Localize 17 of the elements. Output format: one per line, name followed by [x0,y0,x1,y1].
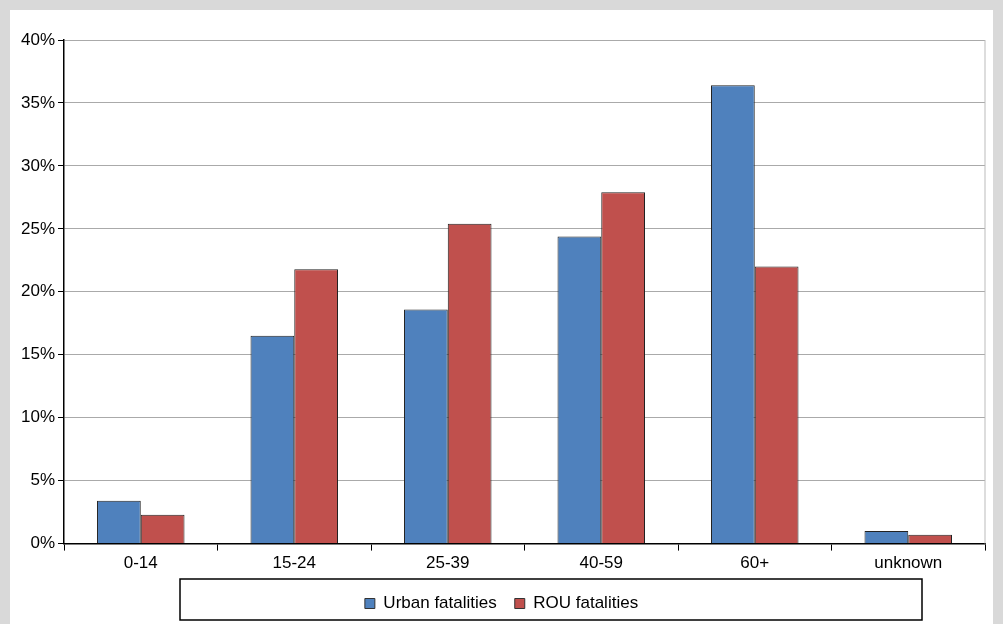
x-tick-label: unknown [874,553,943,573]
y-tick-label: 40% [20,29,56,49]
y-tick-label: 35% [20,92,56,112]
y-tick-label: 0% [30,533,56,553]
y-tick-label: 5% [30,470,56,490]
x-tick-label: 15-24 [272,553,317,573]
x-tick-label: 25-39 [426,553,470,573]
x-tick-label: 0-14 [123,553,158,573]
legend-label: Urban fatalities [383,593,497,613]
y-tick-label: 25% [20,218,56,238]
legend-label: ROU fatalities [533,593,639,613]
x-tick-label: 40-59 [579,553,623,573]
y-tick-label: 15% [20,344,56,364]
x-tick-label: 60+ [740,553,770,573]
y-tick-label: 10% [20,407,56,427]
y-tick-label: 20% [20,281,56,301]
y-tick-label: 30% [20,155,56,175]
